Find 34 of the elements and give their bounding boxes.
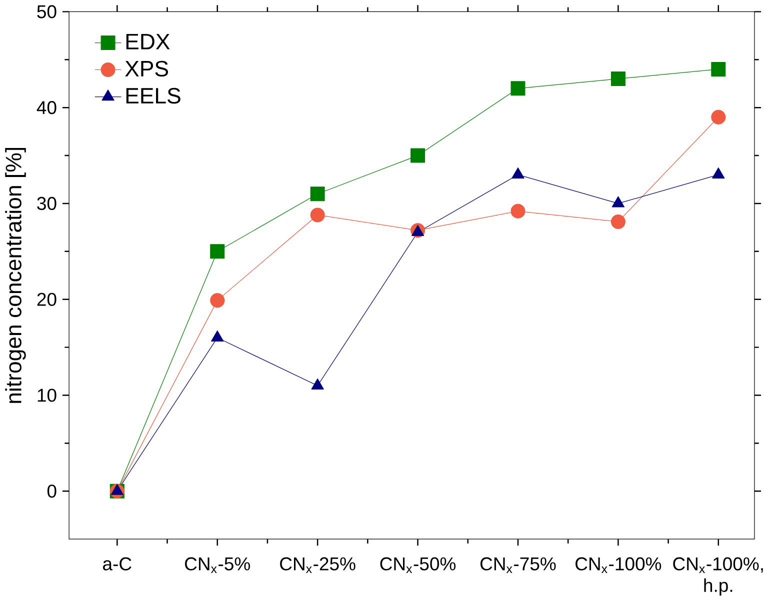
point <box>510 204 526 218</box>
x-tick-label: CN$_{x}$-5% <box>185 557 250 574</box>
point <box>610 72 626 86</box>
x-tick-label: CN$_{x}$-100%, h.p. <box>673 557 763 596</box>
y-tick-label: 30 <box>37 197 56 210</box>
legend-label: EELS <box>126 88 180 104</box>
x-tick-label: CN$_{x}$-50% <box>380 557 456 574</box>
point <box>310 208 325 222</box>
point <box>711 62 726 77</box>
point <box>311 378 324 390</box>
y-tick-label: 50 <box>37 5 56 18</box>
point <box>510 81 526 96</box>
point <box>110 484 124 496</box>
point <box>210 293 225 308</box>
point <box>512 168 524 179</box>
y-tick-label: 40 <box>36 101 56 114</box>
legend-label: XPS <box>125 60 168 77</box>
point <box>310 186 325 202</box>
y-tick-label: 10 <box>38 388 56 402</box>
x-tick-label: CN$_{x}$-25% <box>280 557 356 574</box>
y-tick-label: 20 <box>37 292 56 306</box>
x-tick-label: CN$_{x}$-75% <box>480 557 556 574</box>
x-tick-label: a-C <box>103 557 132 570</box>
point <box>410 148 426 163</box>
point <box>712 168 725 179</box>
legend-label: EDX <box>126 34 170 50</box>
point <box>210 244 225 259</box>
point <box>612 196 624 208</box>
point <box>610 214 626 230</box>
point <box>211 330 224 342</box>
y-tick-label: 0 <box>47 484 56 498</box>
y-axis-title: nitrogen concentration [%] <box>5 148 26 404</box>
x-tick-label: CN$_{x}$-100% <box>576 557 662 574</box>
point <box>711 110 726 125</box>
